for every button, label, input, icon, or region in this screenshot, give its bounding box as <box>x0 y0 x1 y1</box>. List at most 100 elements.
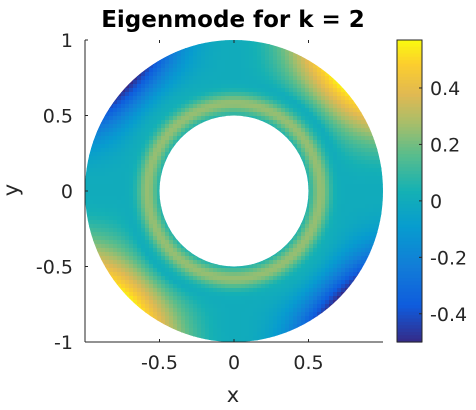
field-cell <box>181 64 186 69</box>
field-cell <box>281 92 286 97</box>
field-cell <box>345 220 350 225</box>
field-cell <box>265 44 270 49</box>
field-cell <box>313 160 318 165</box>
field-cell <box>317 316 322 321</box>
field-cell <box>285 296 290 301</box>
field-cell <box>317 280 322 285</box>
field-cell <box>345 156 350 161</box>
field-cell <box>297 148 302 153</box>
colorbar-band <box>397 227 422 232</box>
field-cell <box>97 168 102 173</box>
field-cell <box>301 256 306 261</box>
field-cell <box>157 312 162 317</box>
field-cell <box>245 304 250 309</box>
field-cell <box>205 76 210 81</box>
field-cell <box>141 224 146 229</box>
field-cell <box>145 188 150 193</box>
field-cell <box>125 156 130 161</box>
field-cell <box>193 284 198 289</box>
field-cell <box>189 44 194 49</box>
field-cell <box>309 92 314 97</box>
colorbar-band <box>397 321 422 326</box>
field-cell <box>233 100 238 105</box>
field-cell <box>301 156 306 161</box>
field-cell <box>189 68 194 73</box>
field-cell <box>141 184 146 189</box>
field-cell <box>377 224 382 229</box>
field-cell <box>225 276 230 281</box>
field-cell <box>85 216 90 221</box>
field-cell <box>225 308 230 313</box>
field-cell <box>281 284 286 289</box>
field-cell <box>341 156 346 161</box>
field-cell <box>309 232 314 237</box>
field-cell <box>217 116 222 121</box>
field-cell <box>157 292 162 297</box>
field-cell <box>157 276 162 281</box>
field-cell <box>153 188 158 193</box>
field-cell <box>213 324 218 329</box>
field-cell <box>125 196 130 201</box>
field-cell <box>161 88 166 93</box>
field-cell <box>101 236 106 241</box>
field-cell <box>153 184 158 189</box>
field-cell <box>341 160 346 165</box>
field-cell <box>153 160 158 165</box>
field-cell <box>153 208 158 213</box>
field-cell <box>173 296 178 301</box>
field-cell <box>149 220 154 225</box>
field-cell <box>381 200 383 205</box>
field-cell <box>149 192 154 197</box>
field-cell <box>185 112 190 117</box>
field-cell <box>149 312 154 317</box>
field-cell <box>249 60 254 65</box>
field-cell <box>141 104 146 109</box>
field-cell <box>185 304 190 309</box>
field-cell <box>169 76 174 81</box>
field-cell <box>145 312 150 317</box>
field-cell <box>365 164 370 169</box>
field-cell <box>157 72 162 77</box>
field-cell <box>197 40 202 45</box>
field-cell <box>137 144 142 149</box>
field-cell <box>193 120 198 125</box>
colorbar-band <box>397 144 422 148</box>
field-cell <box>285 72 290 77</box>
field-cell <box>321 112 326 117</box>
field-cell <box>277 68 282 73</box>
field-cell <box>229 276 234 281</box>
field-cell <box>293 112 298 117</box>
field-cell <box>357 188 362 193</box>
field-cell <box>309 260 314 265</box>
field-cell <box>313 252 318 257</box>
field-cell <box>265 284 270 289</box>
field-cell <box>365 148 370 153</box>
field-cell <box>301 104 306 109</box>
field-cell <box>165 296 170 301</box>
field-cell <box>121 100 126 105</box>
field-cell <box>125 244 130 249</box>
field-cell <box>149 164 154 169</box>
field-cell <box>141 232 146 237</box>
field-cell <box>121 192 126 197</box>
field-cell <box>93 128 98 133</box>
field-cell <box>329 220 334 225</box>
field-cell <box>157 56 162 61</box>
field-cell <box>145 232 150 237</box>
field-cell <box>117 144 122 149</box>
field-cell <box>317 72 322 77</box>
field-cell <box>185 320 190 325</box>
field-cell <box>369 168 374 173</box>
colorbar-frame <box>396 39 423 343</box>
field-cell <box>285 132 290 137</box>
field-cell <box>101 192 106 197</box>
field-cell <box>341 280 346 285</box>
field-cell <box>193 316 198 321</box>
field-cell <box>277 44 282 49</box>
field-cell <box>309 128 314 133</box>
field-cell <box>345 212 350 217</box>
field-cell <box>373 160 378 165</box>
field-cell <box>297 256 302 261</box>
field-cell <box>221 104 226 109</box>
field-cell <box>301 284 306 289</box>
